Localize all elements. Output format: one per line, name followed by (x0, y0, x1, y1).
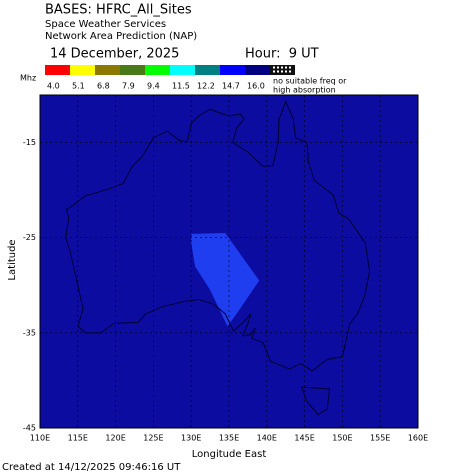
subtitle: Network Area Prediction (NAP) (45, 31, 197, 42)
x-tick-label: 160E (408, 434, 428, 443)
legend-swatch (220, 65, 245, 75)
legend-swatch (195, 65, 220, 75)
legend-swatch (120, 65, 145, 75)
legend-swatch (245, 65, 270, 75)
legend-label: 9.4 (147, 82, 160, 91)
map-frame (39, 94, 419, 429)
legend-swatch (95, 65, 120, 75)
legend-no-data-label: high absorption (273, 86, 336, 95)
x-tick-label: 150E (332, 434, 352, 443)
legend-pattern (273, 66, 275, 69)
legend-pattern (281, 66, 283, 69)
legend-no-data-label: no suitable freq or (273, 77, 347, 86)
x-axis-title: Longitude East (192, 449, 267, 460)
x-tick-label: 155E (370, 434, 390, 443)
legend-label: 11.5 (172, 82, 190, 91)
coastline (300, 386, 331, 416)
date: 14 December, 2025 (50, 47, 179, 62)
legend-swatch (45, 65, 70, 75)
legend-label: 6.8 (97, 82, 110, 91)
coastline (65, 100, 371, 372)
x-tick-label: 135E (219, 434, 239, 443)
prediction-region (191, 232, 260, 327)
legend-swatch (70, 65, 95, 75)
x-tick-label: 120E (105, 434, 125, 443)
y-tick-label: -15 (23, 138, 36, 147)
legend-label: 5.1 (72, 82, 85, 91)
legend-unit: Mhz (20, 74, 36, 83)
legend-pattern (273, 70, 275, 73)
footer: Created at 14/12/2025 09:46:16 UT (2, 462, 181, 473)
legend-pattern (285, 70, 287, 73)
x-tick-label: 115E (68, 434, 88, 443)
legend-pattern (277, 66, 279, 69)
y-tick-label: -25 (23, 233, 36, 242)
y-tick-label: -35 (23, 328, 36, 337)
legend-label: 7.9 (122, 82, 135, 91)
legend-swatch (170, 65, 195, 75)
subtitle: Space Weather Services (45, 19, 166, 30)
x-tick-label: 140E (257, 434, 277, 443)
title: BASES: HFRC_All_Sites (45, 3, 192, 18)
x-tick-label: 145E (294, 434, 314, 443)
legend-pattern (289, 70, 291, 73)
legend-pattern (281, 70, 283, 73)
legend-pattern (285, 66, 287, 69)
legend-label: 14.7 (222, 82, 240, 91)
legend-label: 12.2 (197, 82, 215, 91)
y-axis-title: Latitude (7, 239, 18, 280)
x-tick-label: 125E (143, 434, 163, 443)
x-tick-label: 110E (30, 434, 50, 443)
legend-label: 16.0 (247, 82, 265, 91)
legend-no-data (270, 65, 295, 75)
hour: Hour: 9 UT (245, 47, 319, 62)
legend-label: 4.0 (47, 82, 60, 91)
y-tick-label: -45 (23, 424, 36, 433)
legend-swatch (145, 65, 170, 75)
x-tick-label: 130E (181, 434, 201, 443)
legend-pattern (277, 70, 279, 73)
legend-pattern (289, 66, 291, 69)
